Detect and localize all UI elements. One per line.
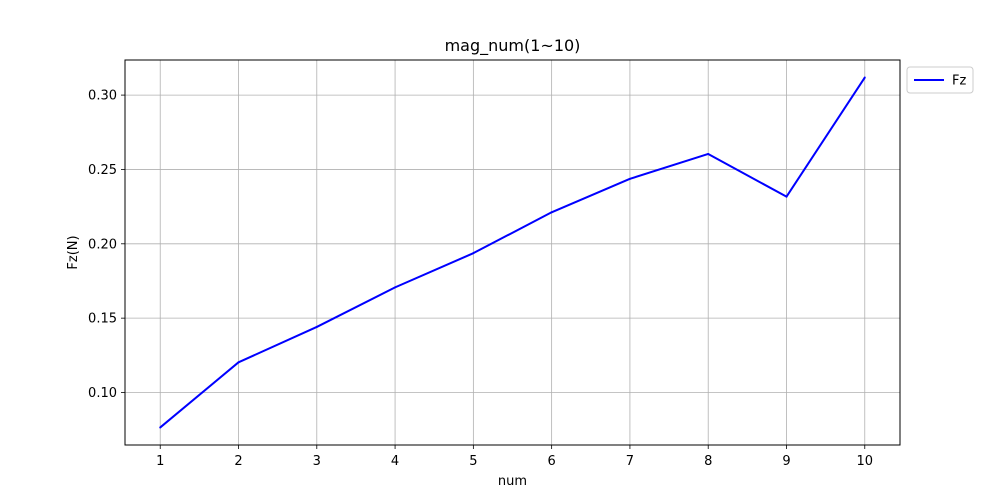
x-tick-label: 6 (548, 454, 556, 469)
x-tick-label: 7 (626, 454, 634, 469)
x-tick-label: 1 (156, 454, 164, 469)
x-tick-label: 9 (782, 454, 790, 469)
legend: Fz (906, 66, 974, 94)
x-tick-label: 8 (704, 454, 712, 469)
series-line-fz (159, 77, 866, 429)
y-tick-label: 0.25 (88, 163, 117, 178)
x-axis: 1 2 3 4 5 6 7 8 9 10 (156, 445, 873, 469)
data-point (628, 177, 631, 180)
data-point (237, 361, 240, 364)
data-point (394, 286, 397, 289)
x-axis-title: num (498, 474, 527, 489)
x-tick-label: 10 (856, 454, 873, 469)
x-tick-label: 4 (391, 454, 399, 469)
y-tick-label: 0.10 (88, 386, 117, 401)
y-tick-label: 0.30 (88, 89, 117, 104)
data-point (550, 211, 553, 214)
legend-label: Fz (952, 74, 966, 89)
y-tick-label: 0.20 (88, 237, 117, 252)
y-axis-title: Fz(N) (66, 235, 81, 269)
data-point (785, 195, 788, 198)
data-point (863, 76, 866, 79)
data-point (472, 252, 475, 255)
x-tick-label: 5 (469, 454, 477, 469)
grid (125, 60, 900, 445)
chart-title: mag_num(1~10) (445, 36, 581, 56)
data-point (159, 426, 162, 429)
data-point (707, 152, 710, 155)
plot-frame (124, 59, 901, 446)
y-axis: 0.10 0.15 0.20 0.25 0.30 (88, 89, 125, 401)
x-tick-label: 3 (313, 454, 321, 469)
series-layer (159, 76, 866, 429)
x-tick-label: 2 (234, 454, 242, 469)
y-tick-label: 0.15 (88, 312, 117, 327)
data-point (315, 325, 318, 328)
